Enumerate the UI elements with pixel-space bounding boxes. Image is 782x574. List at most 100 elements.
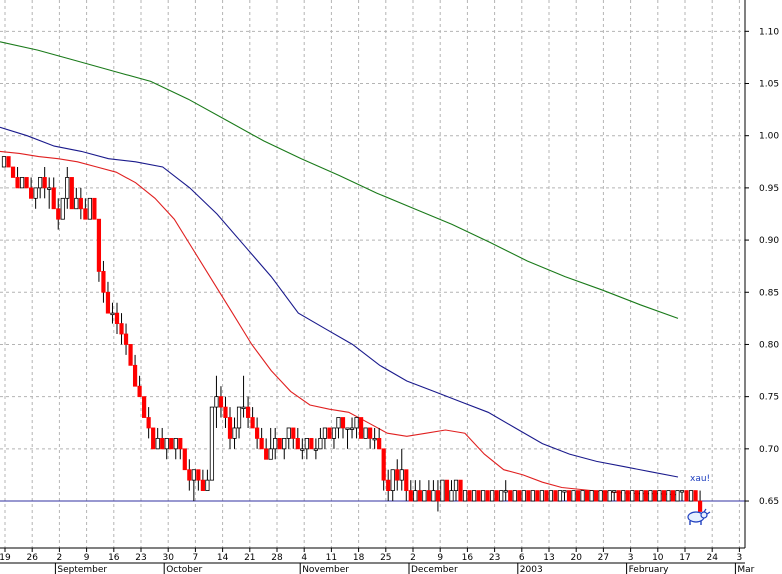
candle-body (60, 197, 65, 220)
candle-body (494, 490, 499, 502)
x-tick-label: 16 (462, 553, 474, 563)
candle-body (155, 437, 160, 450)
candle (137, 375, 142, 398)
candle (621, 490, 626, 502)
candle (381, 448, 386, 491)
candle-body (15, 177, 20, 189)
candle-body (539, 490, 544, 502)
candle (566, 490, 572, 502)
annotation: xau! (690, 474, 710, 484)
candle (209, 406, 215, 481)
candle (169, 437, 174, 450)
candle (236, 406, 242, 439)
candle (422, 490, 427, 502)
x-tick-label: 11 (326, 553, 337, 563)
x-tick-label: 6 (519, 553, 525, 563)
candle (119, 313, 124, 345)
candle (345, 427, 350, 449)
candle-body (607, 490, 612, 502)
y-tick-label: 0.90 (759, 236, 779, 246)
candle (286, 427, 291, 449)
candle (336, 417, 341, 439)
moving-averages (0, 41, 679, 496)
candle-body (259, 437, 264, 450)
candle (503, 480, 508, 502)
candle (571, 490, 576, 502)
candle-body (481, 490, 486, 502)
x-tick-label: 2 (410, 553, 416, 563)
month-label: 2003 (520, 565, 543, 574)
candle-body (431, 490, 436, 502)
candle (29, 177, 34, 199)
candle-body (363, 427, 368, 439)
x-tick-label: 3 (737, 553, 743, 563)
candle-body (422, 490, 427, 502)
candle-body (395, 469, 400, 481)
candle (562, 490, 567, 502)
candle-body (209, 406, 215, 481)
candle (245, 396, 251, 428)
candle-body (648, 490, 653, 502)
candle-body (354, 417, 359, 429)
candle (444, 479, 450, 502)
candle-body (426, 490, 431, 502)
candle-body (151, 427, 156, 450)
candle-body (110, 312, 115, 316)
candle (584, 490, 590, 502)
candle-body (345, 427, 350, 430)
candle (548, 490, 554, 502)
candle (155, 427, 160, 450)
candle (575, 490, 581, 502)
candle (634, 490, 639, 502)
candle-body (693, 490, 698, 502)
candle (322, 427, 328, 449)
candle-body (291, 427, 296, 439)
candle (652, 490, 657, 502)
candle-body (661, 490, 667, 502)
candle (458, 479, 463, 502)
candle (557, 490, 563, 502)
candle (304, 437, 309, 460)
candle (521, 490, 526, 502)
candle-body (499, 490, 504, 502)
candle (630, 490, 635, 502)
candle-body (6, 156, 11, 168)
candle (693, 490, 698, 502)
candle (476, 490, 481, 502)
candle (110, 302, 115, 324)
candle (684, 490, 689, 502)
candle-body (214, 396, 219, 408)
candle-body (377, 437, 382, 450)
candle (151, 427, 156, 450)
candle (164, 437, 169, 460)
candle-body (571, 490, 576, 502)
candle-body (621, 490, 626, 502)
candle (268, 427, 273, 460)
x-tick-label: 9 (437, 553, 443, 563)
candle-body (51, 187, 56, 210)
candle-body (101, 270, 106, 293)
month-label: Mar (737, 565, 754, 574)
candle-body (313, 448, 318, 451)
candle-body (178, 437, 183, 450)
candle (227, 407, 233, 449)
candle-body (381, 448, 386, 481)
candle (182, 448, 187, 471)
x-tick-label: 24 (706, 553, 718, 563)
candle (295, 427, 300, 450)
candle-body (331, 427, 337, 439)
candle-body (603, 490, 608, 502)
x-tick-label: 4 (301, 553, 307, 563)
candle (6, 156, 11, 168)
candle (142, 396, 147, 418)
candle (372, 427, 377, 449)
x-tick-label: 16 (108, 553, 120, 563)
annotation-text: xau! (690, 474, 710, 484)
candle-body (471, 490, 477, 502)
y-tick-label: 0.70 (759, 445, 779, 455)
month-label: October (166, 565, 202, 574)
candle-body (236, 406, 242, 429)
candle-body (688, 490, 694, 502)
x-tick-label: 27 (598, 553, 609, 563)
x-tick-label: 30 (162, 553, 174, 563)
